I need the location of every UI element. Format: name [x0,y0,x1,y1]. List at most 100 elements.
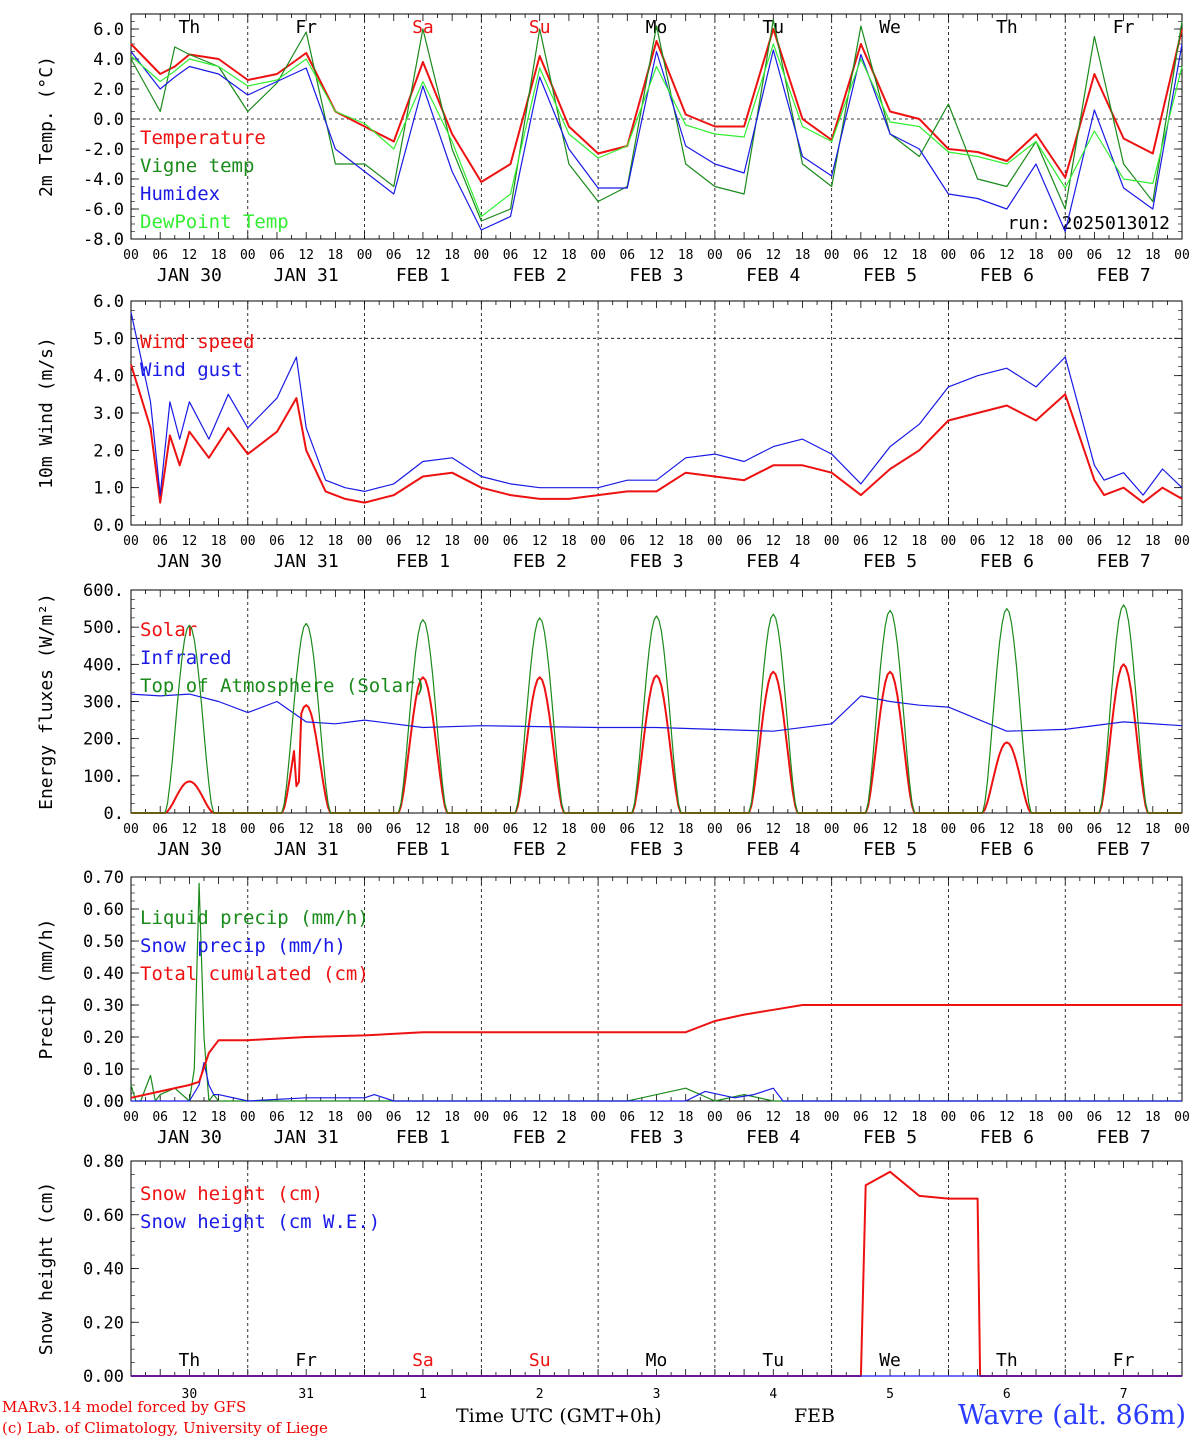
weekday-label: Fr [1113,17,1135,38]
hour-tick-label: 00 [1057,248,1073,263]
hour-tick-label: 06 [970,1110,986,1125]
hour-tick-label: 18 [561,248,577,263]
hour-tick-label: 00 [357,1110,373,1125]
y-tick-label: 4.0 [93,50,124,70]
y-tick-label: 5.0 [93,329,124,349]
hour-tick-label: 18 [911,822,927,837]
day-label: FEB 2 [513,839,567,860]
y-tick-label: 100. [83,767,124,787]
hour-tick-label: 06 [1087,1110,1103,1125]
hour-tick-label: 06 [503,248,519,263]
hour-tick-label: 18 [678,822,694,837]
hour-tick-label: 06 [970,248,986,263]
hour-tick-label: 06 [853,822,869,837]
day-label: FEB 5 [863,1127,917,1148]
day-label: FEB 7 [1097,839,1151,860]
weekday-label: Mo [646,1350,668,1371]
legend-entry: Total cumulated (cm) [140,963,369,985]
hour-tick-label: 18 [795,822,811,837]
station-title: Wavre (alt. 86m) [958,1400,1186,1431]
weekday-label: Sa [412,17,434,38]
weekday-label: Sa [412,1350,434,1371]
legend-entry: Snow height (cm) [140,1183,323,1205]
day-number-label: 5 [886,1387,894,1400]
energy-fluxes-panel: 0. 100. 200. 300. 400. 500. 600. Energy fluxes … [36,581,1190,860]
legend-entry: Infrared [140,647,232,669]
hour-tick-label: 12 [882,822,898,837]
hour-tick-label: 00 [474,1110,490,1125]
series-line-wind-gust [130,312,1183,496]
hour-tick-label: 00 [474,248,490,263]
day-label: FEB 2 [513,265,567,286]
hour-tick-label: 18 [795,248,811,263]
hour-tick-label: 12 [882,1110,898,1125]
hour-tick-label: 00 [941,822,957,837]
day-label: FEB 1 [396,1127,450,1148]
y-tick-label: 300. [83,693,124,713]
meteogram: -8.0 -6.0 -4.0 -2.0 0.0 2.0 4.0 6.0 2m Temp. (°C… [36,13,1190,1400]
hour-tick-label: 12 [649,1110,665,1125]
day-label: FEB 7 [1097,265,1151,286]
hour-tick-label: 12 [882,534,898,549]
hour-tick-label: 12 [298,1110,314,1125]
hour-tick-label: 06 [619,822,635,837]
hour-tick-label: 00 [1174,534,1190,549]
hour-tick-label: 18 [1028,248,1044,263]
hour-tick-label: 00 [941,1110,957,1125]
weekday-label: Th [179,17,201,38]
y-tick-label: 1.0 [93,479,124,499]
weekday-label: Fr [295,1350,317,1371]
hour-tick-label: 18 [561,822,577,837]
day-number-label: 30 [182,1387,198,1400]
y-tick-label: 400. [83,655,124,675]
hour-tick-label: 06 [736,534,752,549]
legend-entry: Top of Atmosphere (Solar) [140,675,426,697]
hour-tick-label: 06 [1087,248,1103,263]
y-tick-label: 0.70 [83,868,124,888]
hour-tick-label: 00 [1057,822,1073,837]
series-line-temperature [130,28,1183,183]
day-number-label: 6 [1003,1387,1011,1400]
series-line-snow-height-cm [131,1170,1182,1377]
hour-tick-label: 18 [211,534,227,549]
hour-tick-label: 00 [240,822,256,837]
legend-entry: Snow precip (mm/h) [140,935,346,957]
hour-tick-label: 18 [444,822,460,837]
hour-tick-label: 12 [532,822,548,837]
hour-tick-label: 06 [269,248,285,263]
day-label: FEB 1 [396,265,450,286]
hour-tick-label: 12 [532,248,548,263]
hour-tick-label: 06 [386,822,402,837]
y-tick-label: 0.40 [83,964,124,984]
hour-tick-label: 06 [619,1110,635,1125]
hour-tick-label: 00 [824,1110,840,1125]
hour-tick-label: 06 [386,534,402,549]
y-tick-label: 0.00 [83,1092,124,1112]
hour-tick-label: 18 [561,1110,577,1125]
hour-tick-label: 18 [444,534,460,549]
y-tick-label: 500. [83,618,124,638]
hour-tick-label: 00 [590,1110,606,1125]
hour-tick-label: 12 [1116,534,1132,549]
y-axis-label: Precip (mm/h) [36,919,57,1060]
weekday-label: We [879,17,901,38]
hour-tick-label: 00 [941,248,957,263]
hour-tick-label: 18 [678,534,694,549]
day-label: JAN 31 [274,1127,339,1148]
hour-tick-label: 12 [649,534,665,549]
plot-frame [130,13,1183,240]
hour-tick-label: 00 [474,822,490,837]
hour-tick-label: 06 [970,822,986,837]
hour-tick-label: 00 [707,248,723,263]
hour-tick-label: 18 [444,248,460,263]
hour-tick-label: 00 [123,534,139,549]
y-tick-label: 0.0 [93,516,124,536]
hour-tick-label: 00 [824,248,840,263]
hour-tick-label: 06 [970,534,986,549]
y-axis-label: Snow height (cm) [36,1182,57,1355]
hour-tick-label: 18 [211,248,227,263]
snow-height-panel: 0.00 0.20 0.40 0.60 0.80 Snow height (cm) Th Fr… [36,1152,1183,1400]
weekday-label: Fr [1113,1350,1135,1371]
legend-entry: Vigne temp [140,155,254,177]
y-tick-label: -8.0 [83,230,124,250]
